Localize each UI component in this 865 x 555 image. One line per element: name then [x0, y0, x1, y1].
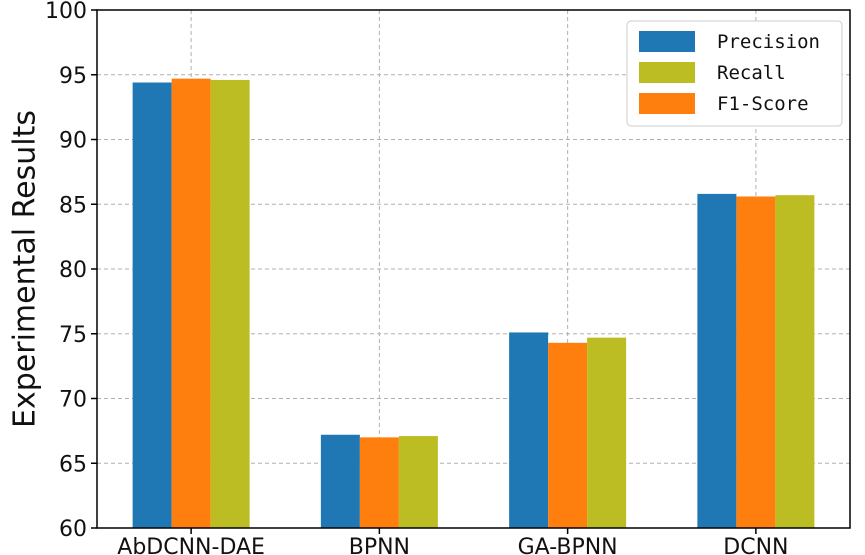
bar-recall-ga-bpnn [587, 337, 627, 528]
legend-label: Precision [717, 31, 820, 53]
bar-f1-score-dcnn [736, 196, 776, 529]
y-tick-label: 95 [59, 64, 87, 89]
legend-swatch [639, 93, 695, 114]
y-tick-label: 85 [59, 193, 87, 218]
x-tick-label: AbDCNN-DAE [117, 535, 265, 555]
y-tick-label: 75 [59, 323, 87, 348]
legend-label: Recall [717, 62, 786, 84]
y-tick-label: 60 [59, 517, 87, 542]
bar-precision-dcnn [697, 193, 737, 528]
y-tick-label: 70 [59, 388, 87, 413]
bar-recall-bpnn [398, 436, 438, 528]
bar-precision-ga-bpnn [509, 332, 549, 528]
y-tick-label: 90 [59, 129, 87, 154]
legend-swatch [639, 62, 695, 83]
x-tick-label: BPNN [349, 535, 410, 555]
bars [132, 78, 815, 529]
legend-label: F1-Score [717, 93, 809, 115]
y-tick-label: 65 [59, 452, 87, 477]
bar-precision-abdcnn-dae [132, 82, 172, 529]
bar-f1-score-abdcnn-dae [171, 78, 211, 528]
bar-recall-dcnn [775, 195, 815, 528]
y-axis-title: Experimental Results [8, 110, 43, 428]
x-axis-ticks: AbDCNN-DAE BPNN GA-BPNN DCNN [117, 528, 788, 555]
y-axis-ticks: 60 65 70 75 80 85 90 95 100 [45, 0, 97, 542]
x-tick-label: GA-BPNN [518, 535, 618, 555]
legend: Precision Recall F1-Score [626, 20, 843, 127]
legend-swatch [639, 31, 695, 52]
bar-recall-abdcnn-dae [210, 79, 250, 529]
y-tick-label: 100 [45, 0, 87, 24]
x-tick-label: DCNN [723, 535, 788, 555]
bar-precision-bpnn [320, 434, 360, 528]
y-tick-label: 80 [59, 258, 87, 283]
bar-f1-score-ga-bpnn [548, 342, 588, 528]
bar-f1-score-bpnn [359, 437, 399, 528]
